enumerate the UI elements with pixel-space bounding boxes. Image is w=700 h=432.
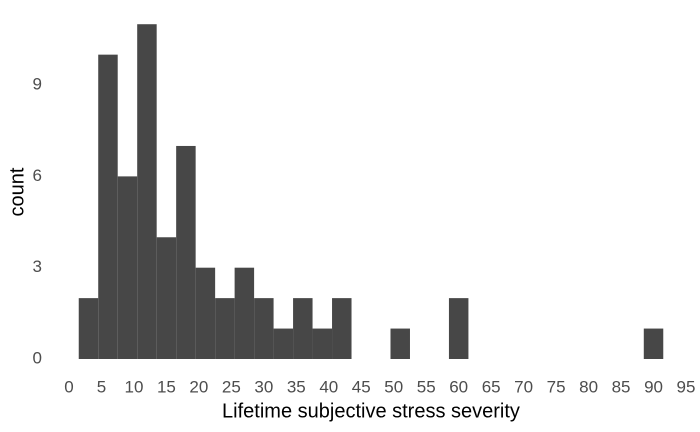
x-tick-label: 90: [644, 377, 663, 396]
bar: [176, 145, 196, 359]
x-tick-label: 35: [287, 377, 306, 396]
bar: [312, 328, 333, 359]
x-tick-label: 10: [124, 377, 143, 396]
bar: [215, 298, 235, 359]
bar: [273, 328, 294, 359]
x-tick-label: 95: [677, 377, 696, 396]
x-tick-label: 75: [547, 377, 566, 396]
x-tick-label: 20: [189, 377, 208, 396]
bar: [390, 328, 410, 359]
x-tick-label: 45: [352, 377, 371, 396]
x-tick-label: 65: [482, 377, 501, 396]
y-tick-label: 9: [33, 75, 42, 94]
y-tick-label: 3: [33, 257, 42, 276]
bar: [195, 267, 216, 359]
y-tick-label: 6: [33, 166, 42, 185]
bar: [643, 328, 664, 359]
x-tick-label: 40: [319, 377, 338, 396]
x-tick-label: 25: [222, 377, 241, 396]
bar: [137, 24, 157, 359]
bar: [332, 298, 352, 359]
x-tick-label: 80: [579, 377, 598, 396]
x-tick-label: 15: [157, 377, 176, 396]
x-tick-label: 30: [254, 377, 273, 396]
x-tick-label: 55: [417, 377, 436, 396]
y-tick-label: 0: [33, 348, 42, 367]
x-tick-label: 50: [384, 377, 403, 396]
x-axis-title: Lifetime subjective stress severity: [222, 400, 520, 422]
x-tick-label: 0: [64, 377, 73, 396]
y-axis-title: count: [6, 167, 28, 216]
bar: [234, 267, 255, 359]
bar: [156, 237, 177, 359]
x-tick-label: 60: [449, 377, 468, 396]
bar: [98, 54, 118, 360]
bar: [293, 298, 313, 359]
x-tick-label: 70: [514, 377, 533, 396]
bar: [78, 298, 99, 359]
x-tick-label: 5: [97, 377, 106, 396]
x-tick-label: 85: [612, 377, 631, 396]
bar: [117, 176, 138, 359]
bar: [448, 298, 469, 359]
bar: [254, 298, 274, 359]
